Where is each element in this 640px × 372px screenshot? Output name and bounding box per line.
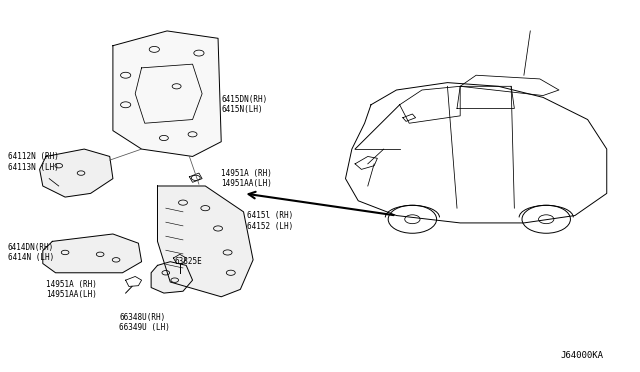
- Polygon shape: [151, 262, 193, 293]
- Text: 6415DN(RH)
6415N(LH): 6415DN(RH) 6415N(LH): [221, 95, 268, 115]
- Text: 14951A (RH)
14951AA(LH): 14951A (RH) 14951AA(LH): [221, 169, 272, 188]
- Text: 66348U(RH)
66349U (LH): 66348U(RH) 66349U (LH): [119, 313, 170, 332]
- Polygon shape: [40, 149, 113, 197]
- Text: 63825E: 63825E: [175, 257, 202, 266]
- Text: 14951A (RH)
14951AA(LH): 14951A (RH) 14951AA(LH): [46, 280, 97, 299]
- Text: 64112N (RH)
64113N (LH): 64112N (RH) 64113N (LH): [8, 152, 59, 172]
- Polygon shape: [113, 31, 221, 157]
- Text: 6415l (RH)
64152 (LH): 6415l (RH) 64152 (LH): [246, 211, 293, 231]
- Text: 6414DN(RH)
6414N (LH): 6414DN(RH) 6414N (LH): [8, 243, 54, 262]
- Polygon shape: [43, 234, 141, 273]
- Polygon shape: [157, 186, 253, 297]
- Text: J64000KA: J64000KA: [561, 351, 604, 360]
